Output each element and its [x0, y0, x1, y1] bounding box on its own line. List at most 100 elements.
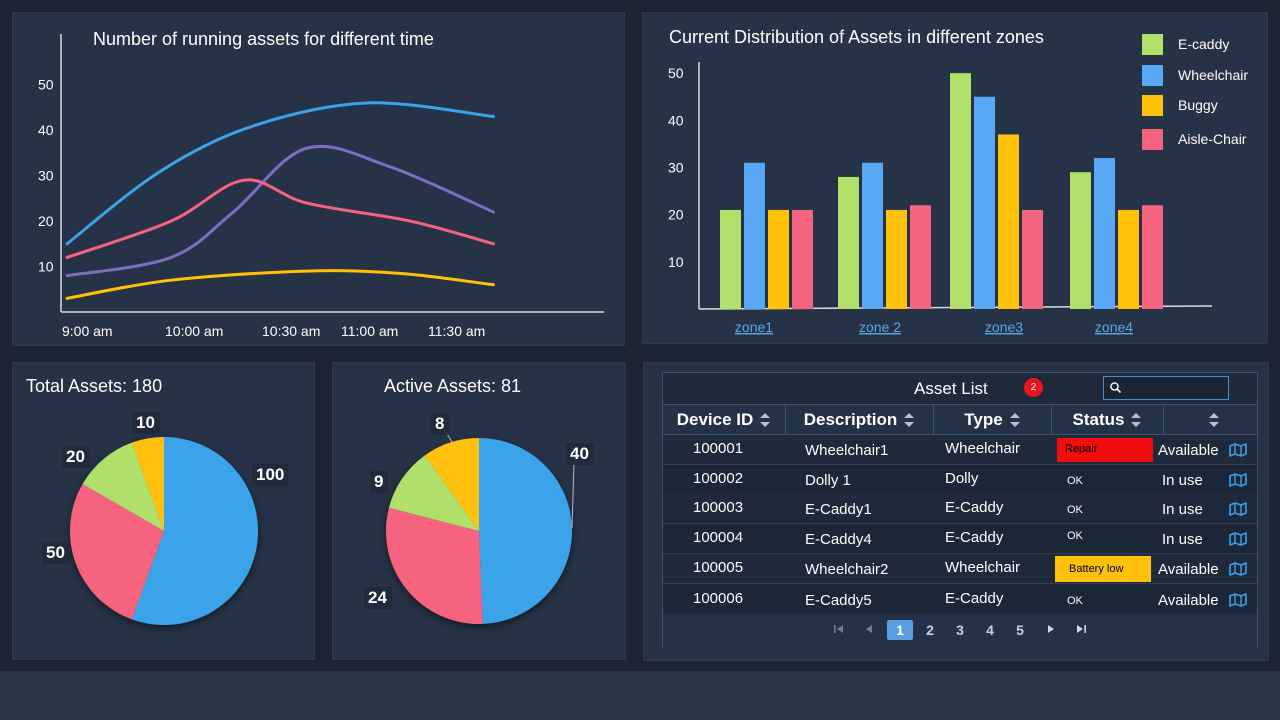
device-id-cell: 100003: [693, 499, 744, 516]
y-tick-label: 50: [668, 65, 684, 81]
bar-zone2-0: [838, 176, 859, 309]
last-page-icon[interactable]: [1075, 623, 1087, 635]
zone-link[interactable]: zone3: [985, 319, 1023, 335]
zone-link[interactable]: zone4: [1095, 319, 1133, 335]
map-icon[interactable]: [1229, 443, 1247, 457]
bar-zone2-1: [862, 162, 883, 309]
next-page-icon[interactable]: [1045, 623, 1057, 635]
sort-icon[interactable]: [1130, 412, 1142, 428]
table-row[interactable]: 100006 E-Caddy5 E-Caddy OK Available: [663, 585, 1257, 615]
table-row[interactable]: 100003 E-Caddy1 E-Caddy OK In use: [663, 494, 1257, 524]
page-4-button[interactable]: 4: [986, 622, 994, 638]
type-cell: E-Caddy: [945, 499, 1004, 516]
status-ok: OK: [1067, 595, 1083, 607]
column-status[interactable]: Status: [1052, 405, 1164, 435]
availability-cell: Available: [1158, 592, 1219, 609]
sort-icon[interactable]: [759, 412, 771, 428]
footer-bar: [0, 671, 1280, 720]
map-icon[interactable]: [1229, 593, 1247, 607]
map-icon[interactable]: [1229, 562, 1247, 576]
search-input[interactable]: [1124, 378, 1224, 398]
column-label: Device ID: [676, 409, 754, 429]
legend-label: Wheelchair: [1178, 67, 1248, 83]
column-type[interactable]: Type: [934, 405, 1052, 435]
status-ok: OK: [1067, 475, 1083, 487]
pie-label: 24: [368, 588, 387, 607]
device-id-cell: 100002: [693, 470, 744, 487]
bar-chart-panel: Current Distribution of Assets in differ…: [641, 11, 1269, 345]
bar-zone1-3: [792, 209, 813, 309]
bar-zone2-3: [910, 205, 931, 309]
table-row[interactable]: 100002 Dolly 1 Dolly OK In use: [663, 465, 1257, 495]
column-label: Type: [964, 409, 1003, 429]
sort-icon[interactable]: [903, 412, 915, 428]
zone-link[interactable]: zone 2: [859, 319, 901, 335]
first-page-icon[interactable]: [833, 623, 845, 635]
bar-zone1-2: [768, 209, 789, 309]
status-badge-repair: Repair: [1057, 438, 1153, 462]
bar-zone4-0: [1070, 172, 1091, 309]
legend-swatch: [1142, 95, 1163, 116]
legend-label: E-caddy: [1178, 36, 1229, 52]
description-cell: Dolly 1: [805, 472, 851, 489]
bar-zone4-3: [1142, 205, 1163, 309]
pie-label-bg: [431, 413, 449, 435]
page-2-button[interactable]: 2: [926, 622, 934, 638]
line-chart: 10 20 30 40 50 9:00 am 10:00 am 10:30 am 11:00 a…: [38, 34, 604, 339]
table-row[interactable]: 100001 Wheelchair1 Wheelchair Repair Availab…: [663, 435, 1257, 465]
table-row[interactable]: 100005 Wheelchair2 Wheelchair Battery low Av…: [663, 554, 1257, 584]
notification-badge[interactable]: 2: [1024, 378, 1043, 397]
column-availability[interactable]: [1164, 405, 1257, 435]
legend-swatch: [1142, 129, 1163, 150]
line-chart-panel: Number of running assets for different t…: [11, 11, 626, 347]
x-tick-label: 9:00 am: [62, 323, 113, 339]
availability-cell: In use: [1162, 501, 1203, 518]
pie-slice-3: [424, 438, 479, 531]
description-cell: E-Caddy5: [805, 592, 872, 609]
sort-icon[interactable]: [1208, 412, 1220, 428]
map-icon[interactable]: [1229, 532, 1247, 546]
type-cell: Wheelchair: [945, 440, 1021, 457]
page-3-button[interactable]: 3: [956, 622, 964, 638]
sort-icon[interactable]: [1009, 412, 1021, 428]
bar-zone3-1: [974, 96, 995, 310]
type-cell: Dolly: [945, 470, 979, 487]
active-assets-panel: Active Assets: 81 40 24 9 8: [331, 361, 627, 661]
pie-label-bg: [132, 412, 160, 434]
zone-link[interactable]: zone1: [735, 319, 773, 335]
description-cell: Wheelchair2: [805, 561, 889, 578]
x-tick-label: 11:00 am: [341, 323, 398, 339]
bar-zone2-2: [886, 209, 907, 309]
y-tick-label: 40: [38, 122, 54, 138]
bar-zone1-0: [720, 209, 741, 309]
column-label: Description: [803, 409, 898, 429]
pie-slice-2: [82, 442, 164, 531]
description-cell: E-Caddy1: [805, 501, 872, 518]
column-device-id[interactable]: Device ID: [663, 405, 786, 435]
y-tick-label: 20: [38, 213, 54, 229]
page-5-button[interactable]: 5: [1016, 622, 1024, 638]
page-1-button[interactable]: 1: [887, 620, 913, 640]
type-cell: E-Caddy: [945, 590, 1004, 607]
pie-slice-1: [386, 507, 483, 624]
pie-label-bg: [566, 443, 594, 465]
pie-label-bg: [42, 542, 70, 564]
line-series-0: [65, 101, 495, 246]
map-icon[interactable]: [1229, 473, 1247, 487]
pie-slice-0: [131, 437, 258, 625]
device-id-cell: 100004: [693, 529, 744, 546]
legend-label: Aisle-Chair: [1178, 131, 1247, 147]
table-row[interactable]: 100004 E-Caddy4 E-Caddy OK In use: [663, 524, 1257, 554]
y-tick-label: 20: [668, 207, 684, 223]
prev-page-icon[interactable]: [863, 623, 875, 635]
map-icon[interactable]: [1229, 502, 1247, 516]
bar-zone4-1: [1094, 158, 1115, 309]
search-box[interactable]: [1103, 376, 1229, 400]
pie-label-bg: [252, 464, 288, 486]
legend-swatch: [1142, 34, 1163, 55]
bar-zone3-2: [998, 134, 1019, 309]
line-chart-title: Number of running assets for different t…: [93, 29, 434, 49]
column-description[interactable]: Description: [786, 405, 934, 435]
bar-zone3-0: [950, 73, 971, 309]
